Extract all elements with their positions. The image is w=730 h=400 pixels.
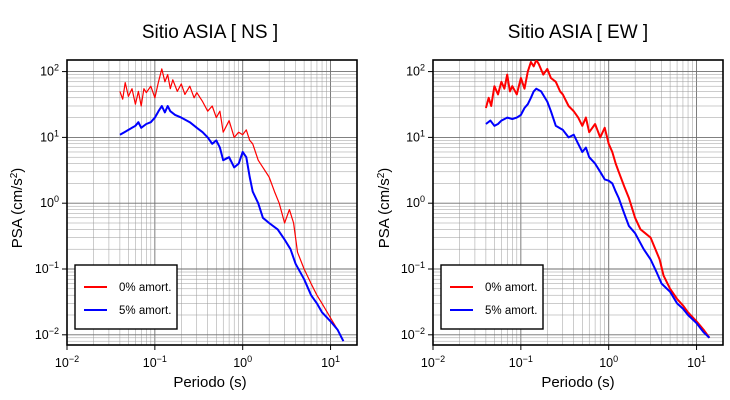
- x-tick-label: 101: [687, 354, 706, 370]
- series-line-blue: [119, 105, 345, 342]
- y-tick-label: 10−1: [35, 260, 59, 276]
- y-tick-label: 102: [406, 63, 425, 79]
- series-group: [119, 68, 345, 342]
- series-line-blue: [485, 87, 711, 339]
- plot-frame: [66, 59, 358, 346]
- legend-box: [74, 264, 178, 330]
- legend-label: 0% amort.: [119, 282, 171, 294]
- y-axis-label: PSA (cm/s2): [9, 168, 27, 249]
- x-tick-label: 101: [321, 354, 340, 370]
- chart-panel-ew: Sitio ASIA [ EW ] Periodo (s) PSA (cm/s2…: [376, 22, 724, 391]
- x-tick-label: 100: [233, 354, 252, 370]
- x-axis-label: Periodo (s): [541, 374, 614, 391]
- x-axis-label: Periodo (s): [173, 374, 246, 391]
- series-line-red: [119, 68, 344, 342]
- legend: 0% amort. 5% amort.: [74, 264, 178, 330]
- series-line-red: [484, 60, 711, 339]
- y-tick-label: 100: [40, 194, 59, 210]
- chart-title: Sitio ASIA [ NS ]: [142, 22, 278, 43]
- legend-label: 5% amort.: [119, 305, 171, 317]
- x-tick-label: 10−2: [55, 354, 79, 370]
- chart-panel-ns: Sitio ASIA [ NS ] Periodo (s) PSA (cm/s2…: [9, 22, 358, 391]
- x-tick-label: 10−1: [143, 354, 167, 370]
- legend-label: 5% amort.: [485, 305, 537, 317]
- y-tick-label: 101: [40, 128, 59, 144]
- y-tick-label: 101: [406, 128, 425, 144]
- series-group: [484, 60, 711, 339]
- y-tick-label: 102: [40, 63, 59, 79]
- plot-frame: [432, 59, 724, 346]
- legend-box: [440, 264, 544, 330]
- chart-title: Sitio ASIA [ EW ]: [508, 22, 648, 43]
- y-tick-label: 100: [406, 194, 425, 210]
- legend-label: 0% amort.: [485, 282, 537, 294]
- legend: 0% amort. 5% amort.: [440, 264, 544, 330]
- y-axis-label: PSA (cm/s2): [376, 168, 394, 249]
- y-tick-label: 10−2: [35, 326, 59, 342]
- x-tick-label: 10−2: [421, 354, 445, 370]
- x-tick-label: 100: [599, 354, 618, 370]
- x-tick-label: 10−1: [509, 354, 533, 370]
- y-tick-label: 10−2: [401, 326, 425, 342]
- y-tick-label: 10−1: [401, 260, 425, 276]
